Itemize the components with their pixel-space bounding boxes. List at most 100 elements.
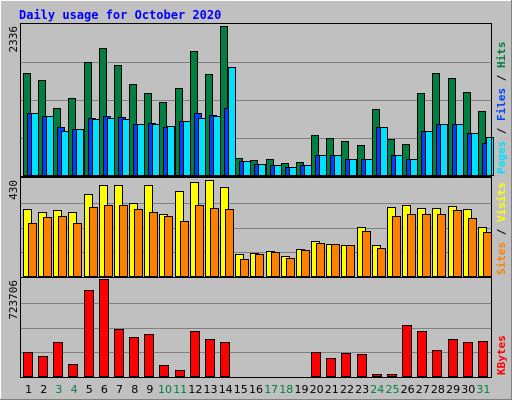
bar-pages-day-1	[31, 113, 39, 176]
bar-pages-day-25	[395, 155, 403, 176]
chart-title: Daily usage for October 2020	[19, 8, 221, 22]
panel-usage: 2336 Pages / Files / Hits	[7, 23, 508, 177]
bar-pages-day-6	[107, 118, 115, 176]
bar-pages-day-19	[304, 165, 312, 176]
day-label-20: 20	[310, 383, 324, 396]
bar-kbytes-day-28	[432, 350, 442, 377]
bar-kbytes-day-5	[84, 290, 94, 377]
day-label-30: 30	[461, 383, 475, 396]
legend-part-usage-3: Files	[495, 88, 508, 121]
bar-kbytes-day-31	[478, 341, 488, 377]
bar-sites-day-10	[164, 216, 173, 277]
day-label-22: 22	[340, 383, 354, 396]
bar-kbytes-day-25	[387, 374, 397, 377]
bar-sites-day-3	[58, 216, 67, 277]
bar-kbytes-day-29	[448, 339, 458, 377]
bar-pages-day-22	[349, 159, 357, 176]
legend-part-usage-4: /	[495, 68, 508, 88]
bar-kbytes-day-26	[402, 325, 412, 377]
bar-pages-day-14	[228, 67, 236, 176]
bar-kbytes-day-24	[372, 374, 382, 377]
bar-sites-day-11	[180, 221, 189, 277]
day-label-11: 11	[173, 383, 187, 396]
bar-kbytes-day-1	[23, 352, 33, 377]
day-label-4: 4	[71, 383, 78, 396]
bar-pages-day-21	[334, 155, 342, 176]
bar-pages-day-18	[289, 167, 297, 176]
bar-sites-day-17	[271, 252, 280, 277]
bar-sites-day-7	[119, 205, 128, 277]
bar-kbytes-day-3	[53, 342, 63, 377]
bar-sites-day-21	[331, 244, 340, 277]
bar-kbytes-day-2	[38, 356, 48, 377]
legend-part-volume-1: KBytes	[495, 335, 508, 375]
bar-kbytes-day-11	[175, 370, 185, 377]
bar-pages-day-7	[122, 119, 130, 176]
bar-sites-day-24	[377, 248, 386, 277]
bar-sites-day-9	[149, 212, 158, 277]
bar-sites-day-22	[346, 245, 355, 277]
bar-kbytes-day-14	[220, 342, 230, 377]
panel-frame-usage	[20, 23, 492, 177]
bar-kbytes-day-6	[99, 279, 109, 377]
bar-kbytes-day-8	[129, 337, 139, 377]
bar-pages-day-10	[167, 126, 175, 176]
bar-sites-day-4	[73, 223, 82, 277]
bar-pages-day-4	[76, 129, 84, 176]
bar-pages-day-15	[243, 161, 251, 176]
bar-sites-day-26	[407, 214, 416, 277]
bar-pages-day-27	[425, 131, 433, 176]
day-label-26: 26	[401, 383, 415, 396]
bar-pages-day-2	[46, 116, 54, 176]
bar-sites-day-8	[134, 209, 143, 277]
bar-kbytes-day-4	[68, 364, 78, 377]
day-label-14: 14	[219, 383, 233, 396]
bar-sites-day-16	[255, 254, 264, 277]
day-label-5: 5	[86, 383, 93, 396]
ymax-label-visitors: 430	[7, 180, 20, 200]
day-label-28: 28	[431, 383, 445, 396]
bar-kbytes-day-10	[159, 365, 169, 377]
bar-sites-day-6	[104, 205, 113, 277]
day-label-27: 27	[416, 383, 430, 396]
day-label-10: 10	[158, 383, 172, 396]
bar-sites-day-18	[286, 258, 295, 277]
day-label-25: 25	[386, 383, 400, 396]
day-label-3: 3	[55, 383, 62, 396]
bar-sites-day-2	[43, 217, 52, 277]
ymax-label-usage: 2336	[7, 26, 20, 53]
day-label-2: 2	[40, 383, 47, 396]
bar-sites-day-19	[301, 250, 310, 277]
bar-pages-day-11	[183, 121, 191, 176]
bar-pages-day-8	[137, 124, 145, 176]
legend-part-usage-1: Pages	[495, 141, 508, 174]
bar-pages-day-16	[258, 164, 266, 176]
day-label-13: 13	[204, 383, 218, 396]
panel-frame-volume	[20, 277, 492, 378]
day-label-17: 17	[264, 383, 278, 396]
bar-sites-day-5	[89, 207, 98, 277]
bar-pages-day-5	[92, 119, 100, 176]
bar-kbytes-day-13	[205, 339, 215, 377]
day-label-9: 9	[146, 383, 153, 396]
bar-kbytes-day-7	[114, 329, 124, 377]
bar-kbytes-day-21	[326, 358, 336, 377]
x-axis-day-labels: 1 2 3 4 5 6 7 8 9 10 11 12 13 14 15 16 17 18 19 20 21 22 23 24 2…	[25, 383, 490, 396]
legend-label-usage: Pages / Files / Hits	[495, 42, 508, 175]
bar-sites-day-13	[210, 208, 219, 277]
day-label-6: 6	[101, 383, 108, 396]
bar-kbytes-day-27	[417, 331, 427, 377]
bar-pages-day-26	[410, 159, 418, 176]
day-label-24: 24	[370, 383, 384, 396]
day-label-21: 21	[325, 383, 339, 396]
day-label-7: 7	[116, 383, 123, 396]
bar-pages-day-30	[471, 133, 479, 176]
day-label-12: 12	[188, 383, 202, 396]
day-label-23: 23	[355, 383, 369, 396]
day-label-16: 16	[249, 383, 263, 396]
bar-kbytes-day-22	[341, 353, 351, 377]
bar-kbytes-day-23	[357, 354, 367, 377]
bar-pages-day-17	[274, 165, 282, 176]
